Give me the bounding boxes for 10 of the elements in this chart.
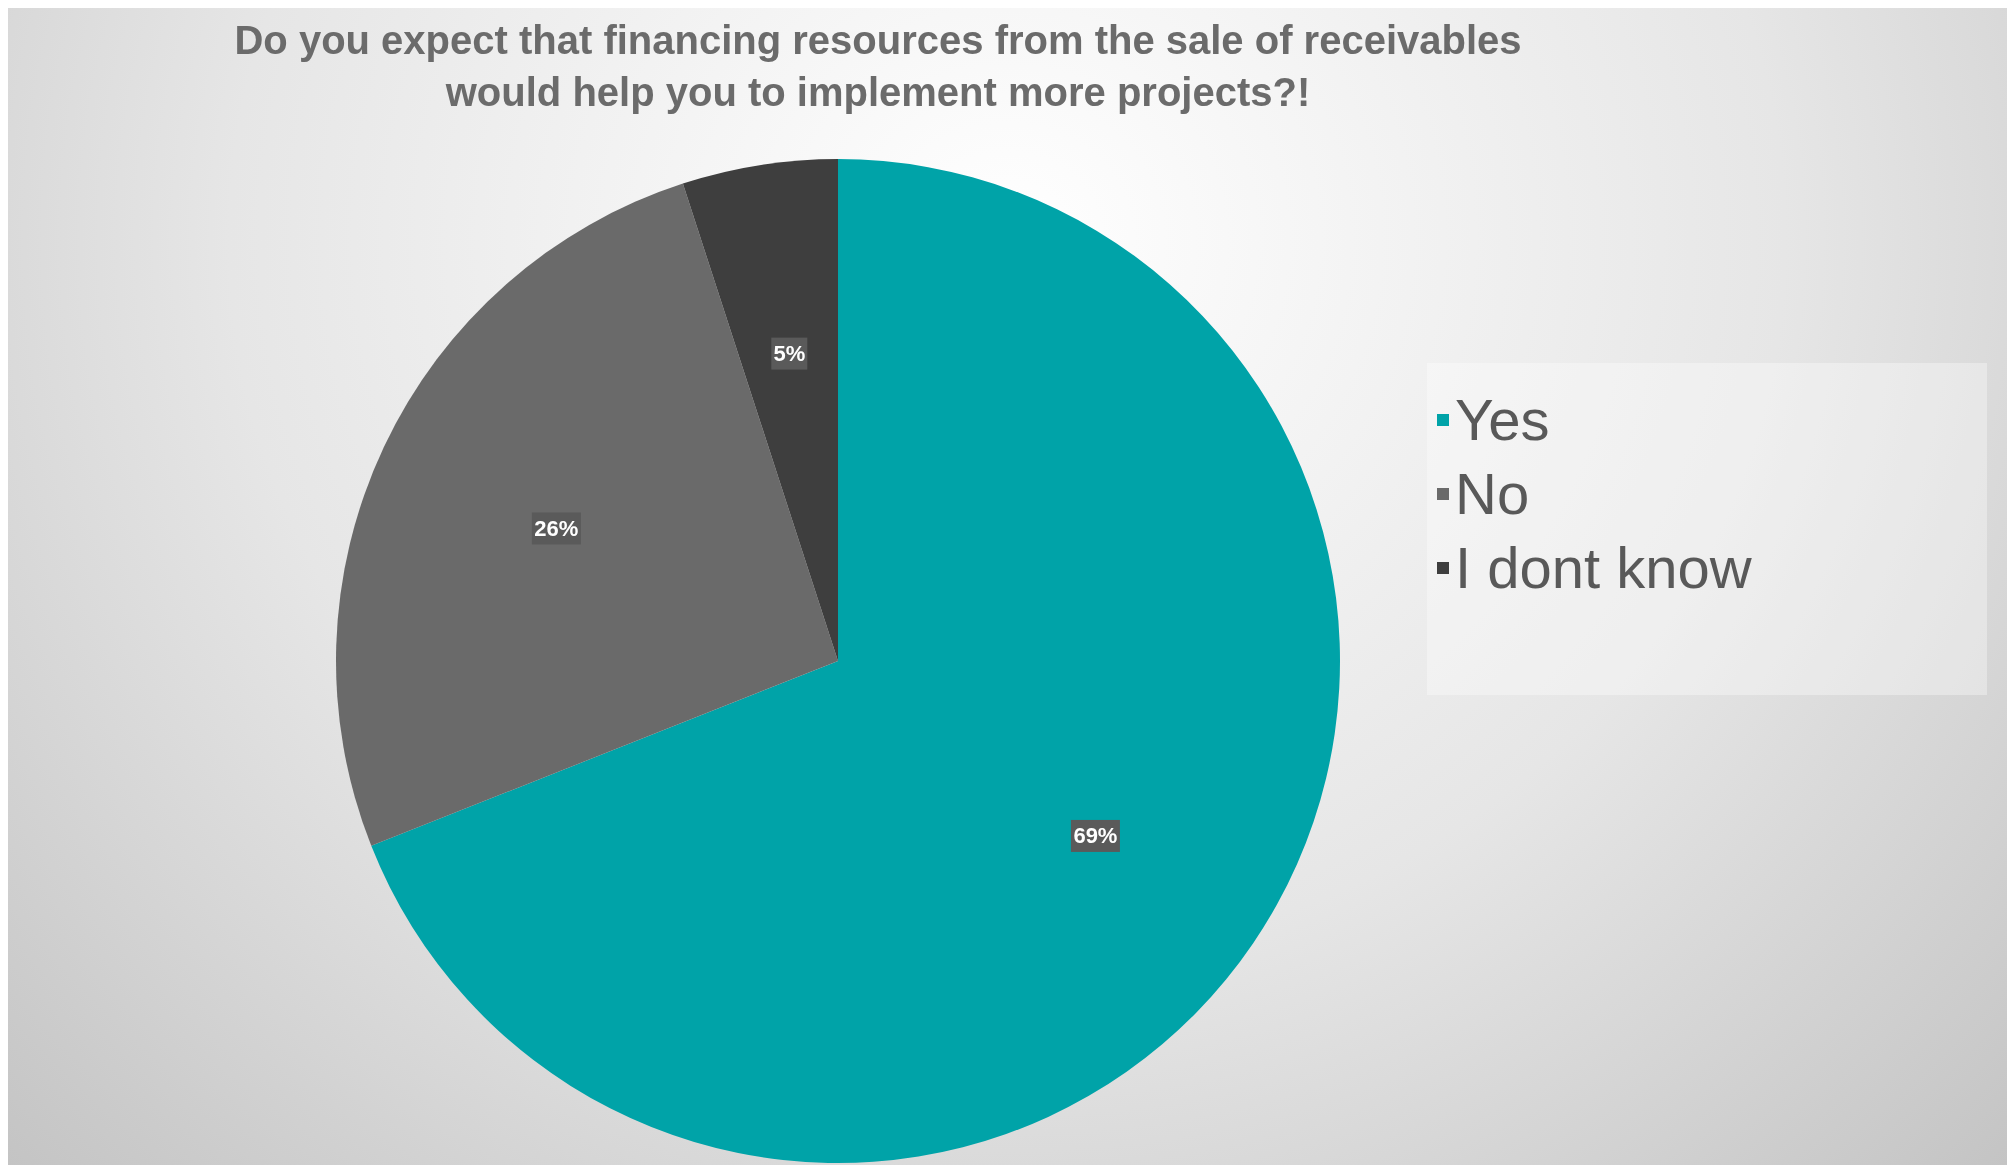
legend-label: I dont know [1455, 534, 1752, 602]
data-label: 5% [773, 341, 806, 367]
data-label: 69% [1073, 823, 1118, 849]
pie-slice [682, 159, 838, 661]
pie-slice [336, 183, 838, 846]
pie-slice [371, 159, 1340, 1163]
chart-title: Do you expect that financing resources from the sale of receivables would help you to implement more projects?! [233, 17, 1523, 116]
legend-label: No [1455, 460, 1530, 528]
legend-label: Yes [1455, 386, 1550, 454]
data-label: 26% [534, 515, 579, 541]
